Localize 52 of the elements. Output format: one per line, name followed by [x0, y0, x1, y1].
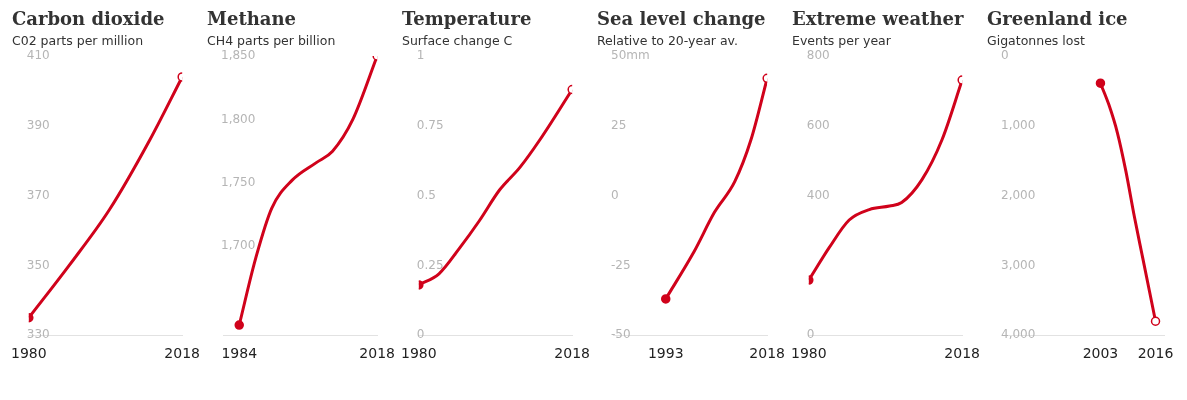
y-tick-label: 390	[26, 117, 50, 132]
y-tick-label: 370	[26, 187, 50, 202]
y-tick-label: 1	[416, 48, 425, 63]
x-tick-label: 1993	[647, 345, 684, 362]
chart-title: Carbon dioxide	[11, 8, 166, 29]
y-tick-label: 0	[806, 327, 815, 342]
y-tick-label: 50mm	[611, 48, 650, 63]
y-tick-label: 400	[806, 187, 830, 202]
chart-subtitle: C02 parts per million	[11, 33, 145, 48]
y-tick-label: 1,800	[221, 111, 256, 126]
y-tick-label: 600	[806, 117, 830, 132]
y-tick-label: -50	[611, 327, 631, 342]
y-tick-label: 410	[26, 48, 50, 63]
x-tick-label: 2016	[1137, 345, 1174, 362]
y-tick-label: 0	[416, 327, 425, 342]
chart-title: Sea level change	[596, 8, 767, 29]
y-tick-label: 0.75	[416, 117, 444, 132]
y-tick-label: 1,000	[1001, 117, 1036, 132]
chart-subtitle: Events per year	[791, 33, 892, 48]
y-tick-label: 0	[1001, 48, 1009, 63]
chart-subtitle: Surface change C	[401, 33, 514, 48]
y-tick-label: 0	[611, 187, 619, 202]
chart-title: Greenland ice	[986, 8, 1129, 29]
chart-title: Temperature	[401, 8, 533, 29]
y-tick-label: 25	[611, 117, 627, 132]
chart-title: Methane	[206, 8, 297, 29]
x-tick-label: 2018	[164, 345, 201, 362]
x-tick-label: 2003	[1082, 345, 1119, 362]
y-tick-label: 1,700	[221, 238, 256, 253]
x-tick-label: 2018	[554, 345, 591, 362]
y-tick-label: 2,000	[1001, 187, 1036, 202]
x-tick-label: 1980	[10, 345, 47, 362]
y-tick-label: 1,750	[221, 175, 256, 190]
x-tick-label: 1980	[790, 345, 827, 362]
y-tick-label: 350	[26, 257, 50, 272]
chart-subtitle: Relative to 20-year av.	[596, 33, 740, 48]
chart-title: Extreme weather	[791, 8, 965, 29]
y-tick-label: 330	[26, 327, 50, 342]
x-tick-label: 1984	[221, 345, 258, 362]
x-tick-label: 1980	[400, 345, 437, 362]
y-tick-label: -25	[611, 257, 631, 272]
y-tick-label: 3,000	[1001, 257, 1036, 272]
chart-subtitle: CH4 parts per billion	[206, 33, 337, 48]
y-tick-label: 4,000	[1001, 327, 1036, 342]
chart-subtitle: Gigatonnes lost	[986, 33, 1086, 48]
y-tick-label: 1,850	[221, 48, 256, 63]
x-tick-label: 2018	[944, 345, 981, 362]
y-tick-label: 800	[806, 48, 830, 63]
y-tick-label: 0.5	[416, 187, 436, 202]
x-tick-label: 2018	[359, 345, 396, 362]
x-tick-label: 2018	[749, 345, 786, 362]
y-tick-label: 0.25	[416, 257, 444, 272]
